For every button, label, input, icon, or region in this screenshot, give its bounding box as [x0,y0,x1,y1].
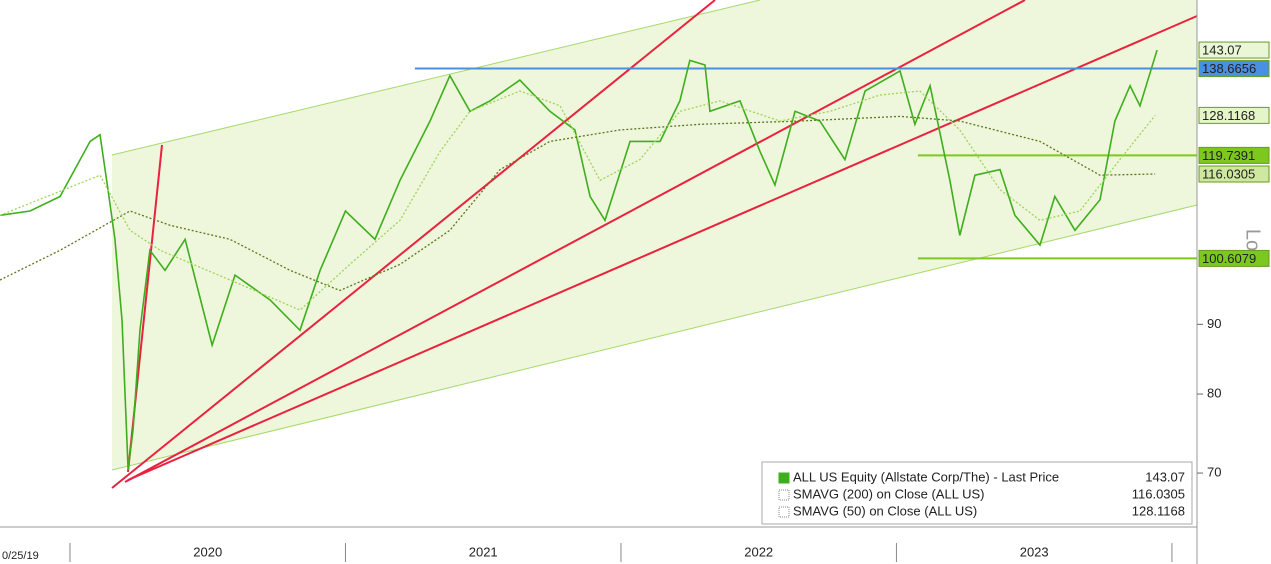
channel-fill [112,0,1197,470]
y-tick-label: 80 [1207,385,1221,400]
series-line [0,115,1156,292]
y-tick-label: 70 [1207,464,1221,479]
legend-swatch [778,506,790,518]
channel-lower [111,204,1198,471]
y-axis-label: Lo [1242,229,1264,251]
level-box [1198,60,1270,78]
series-last-box [1198,106,1270,124]
legend-swatch [778,489,790,501]
trend-line [111,0,716,489]
y-tick-label: 90 [1207,316,1221,331]
x-tick-label: 2022 [744,544,773,559]
channel-upper [111,0,761,156]
legend: ALL US Equity (Allstate Corp/The) - Last… [761,461,1193,525]
trend-line [124,0,1026,483]
legend-entry: SMAVG (200) on Close (ALL US) [793,486,984,501]
start-date: 0/25/19 [2,550,39,562]
legend-entry: ALL US Equity (Allstate Corp/The) - Last… [793,469,1059,484]
legend-entry: SMAVG (50) on Close (ALL US) [793,503,977,518]
x-tick-label: 2021 [469,544,498,559]
level-box [1198,249,1270,267]
level-label: 119.7391 [1202,148,1255,163]
x-tick-label: 2023 [1020,544,1049,559]
series-last-label: 143.07 [1202,42,1242,57]
level-label: 138.6656 [1202,61,1256,76]
series-last-label: 128.1168 [1202,108,1255,123]
series-last-box [1198,41,1270,59]
trend-line [127,15,1198,481]
legend-swatch [778,472,790,484]
legend-value: 128.1168 [1132,503,1185,518]
legend-value: 116.0305 [1132,486,1185,501]
legend-value: 143.07 [1145,469,1185,484]
x-tick-label: 2020 [193,544,222,559]
legend-box [761,461,1193,525]
level-label: 100.6079 [1202,251,1256,266]
series-last-label: 116.0305 [1202,166,1255,181]
annotations [111,0,1198,489]
level-box [1198,146,1270,164]
series-last-box [1198,165,1270,183]
series-line [0,49,1158,470]
